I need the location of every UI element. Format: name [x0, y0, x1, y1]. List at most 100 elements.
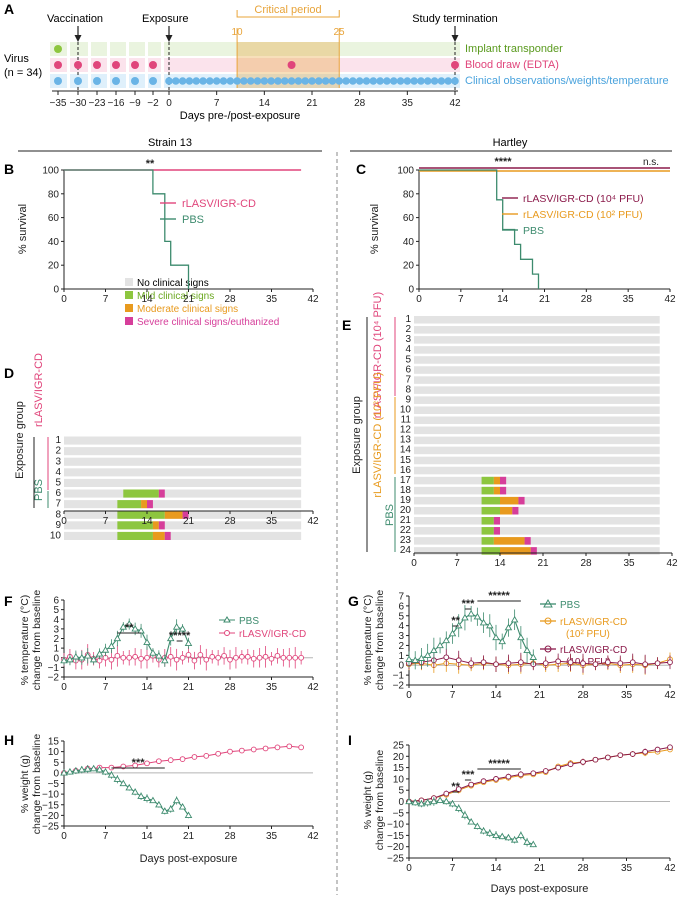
clinical-dot — [321, 77, 330, 85]
panel-d-segment-severe — [164, 531, 171, 540]
panel-d-segment-moderate — [152, 531, 165, 540]
panel-g-pbs-point — [442, 636, 451, 644]
panel-g-pbs-point — [517, 633, 525, 641]
panel-g-sig-label: ***** — [488, 590, 510, 602]
panel-e-row-bar — [414, 537, 660, 545]
panel-h-x-tick-label: 42 — [307, 831, 319, 842]
panel-h-pbs-point — [178, 802, 187, 810]
clinical-dot — [287, 77, 296, 85]
panel-h-x-tick-label: 21 — [183, 831, 195, 842]
row-implant-label: Implant transponder — [465, 43, 563, 55]
panel-f-rlasv-point — [286, 654, 293, 661]
panel-f-x-tick-label: 7 — [103, 682, 109, 693]
panel-b-x-tick-label: 42 — [307, 294, 319, 305]
panel-f-rlasv-point — [126, 654, 133, 661]
panel-h-pbs-point — [113, 775, 122, 782]
panel-h-y-tick-label: −20 — [42, 811, 59, 822]
panel-i-pbs-point — [498, 832, 506, 840]
panel-i-y-tick-label: 0 — [398, 797, 404, 808]
panel-d-row-bar — [64, 447, 302, 456]
panel-i-y-label-2: change from baseline — [374, 750, 386, 851]
clinical-dot — [315, 77, 323, 85]
panel-e-segment-mild — [481, 496, 500, 505]
panel-i-y-tick-label: −10 — [387, 820, 404, 831]
panel-i-pbs-point — [467, 817, 475, 825]
panel-f-rlasv-point — [274, 652, 281, 659]
panel-g-pbs-point — [504, 623, 513, 631]
panel-b-sig: ** — [146, 158, 155, 170]
clinical-dot — [149, 77, 157, 85]
panel-h-sig-label: *** — [132, 757, 146, 769]
legend-none-label: No clinical signs — [137, 278, 209, 289]
panel-f-rlasv-point — [191, 657, 198, 664]
panel-letter-a: A — [4, 1, 14, 17]
timeline-tick-label: 42 — [449, 98, 461, 109]
blood-draw-dot — [451, 61, 459, 69]
clinical-dot — [396, 77, 405, 85]
panel-h-rlasv-point — [191, 754, 198, 760]
panel-h-rlasv-point — [156, 758, 162, 765]
panel-h-pbs-point — [149, 796, 157, 804]
panel-i-pbs-point — [411, 798, 419, 806]
panel-e-row-label: 21 — [400, 515, 412, 526]
panel-i-hi-point — [605, 754, 611, 761]
panel-h-pbs-point — [78, 765, 86, 773]
clinical-dot — [349, 77, 357, 85]
panel-f-y-tick-label: 6 — [53, 596, 59, 607]
panel-i-hi-point — [468, 781, 474, 788]
panel-e-x-tick-label: 28 — [580, 558, 592, 569]
panel-b-y-label: % survival — [17, 204, 29, 254]
panel-f-rlasv-point — [221, 652, 227, 659]
panel-i-x-tick-label: 7 — [450, 863, 456, 874]
legend-g-hi-label: rLASV/IGR-CD — [560, 645, 627, 656]
panel-g-hi-point — [580, 660, 586, 667]
panel-f-legend-pbs-marker — [223, 616, 231, 623]
panel-e-row-bar — [414, 416, 660, 425]
panel-e-row-label: 22 — [400, 525, 412, 536]
panel-letter-c: C — [356, 161, 366, 177]
panel-g-pbs-point — [510, 615, 519, 623]
panel-f-rlasv-point — [250, 655, 257, 662]
legend-mild-label: Mild clinical signs — [137, 291, 214, 302]
panel-d-row-bar — [64, 478, 302, 487]
panel-f-pbs-point — [72, 652, 80, 660]
timeline-tick-label: −23 — [89, 98, 106, 109]
panel-b-x-tick-label: 21 — [183, 294, 195, 305]
panel-i-pbs-point — [442, 797, 451, 805]
panel-i-y-tick-label: 20 — [393, 752, 405, 763]
panel-e-row-label: 9 — [405, 394, 411, 405]
panel-i-pbs-point — [510, 836, 519, 843]
panel-d-row-bar — [64, 468, 302, 477]
panel-i-hi-point — [493, 776, 499, 782]
panel-d-row-label: 9 — [55, 520, 61, 531]
panel-f-rlasv-point — [262, 653, 269, 660]
clinical-dot — [74, 77, 82, 85]
band-gap — [161, 42, 164, 88]
panel-h-pbs-point — [131, 788, 139, 795]
panel-e-x-tick-label: 42 — [666, 558, 678, 569]
panel-h-pbs-point — [166, 805, 175, 812]
implant-band — [50, 42, 460, 56]
panel-e-row-bar — [414, 527, 660, 535]
panel-d-x-tick-label: 28 — [224, 516, 236, 527]
band-gap — [67, 42, 70, 88]
panel-e-group-hi-label: rLASV/IGR-CD (10⁴ PFU) — [372, 292, 384, 418]
panel-i-y-tick-label: 10 — [393, 774, 405, 785]
panel-e-segment-severe — [500, 486, 507, 495]
panel-i-pbs-point — [405, 797, 413, 805]
panel-e-x-tick-label: 0 — [411, 558, 417, 569]
panel-f-rlasv-point — [256, 654, 263, 661]
panel-f-rlasv-point — [132, 653, 138, 660]
panel-d-row-label: 5 — [55, 478, 61, 489]
clinical-dot — [308, 77, 316, 85]
clinical-dot — [206, 77, 214, 85]
panel-i-y-tick-label: −20 — [387, 842, 404, 853]
panel-f-x-tick-label: 21 — [183, 682, 195, 693]
panel-f-y-tick-label: 1 — [53, 644, 59, 655]
panel-f-rlasv-point — [108, 656, 115, 663]
panel-h-pbs-point — [89, 764, 98, 772]
panel-e-x-tick-label: 14 — [494, 558, 506, 569]
panel-e-row-label: 2 — [405, 324, 411, 335]
panel-e-segment-moderate — [500, 506, 513, 515]
panel-c-sig: **** — [494, 156, 512, 168]
